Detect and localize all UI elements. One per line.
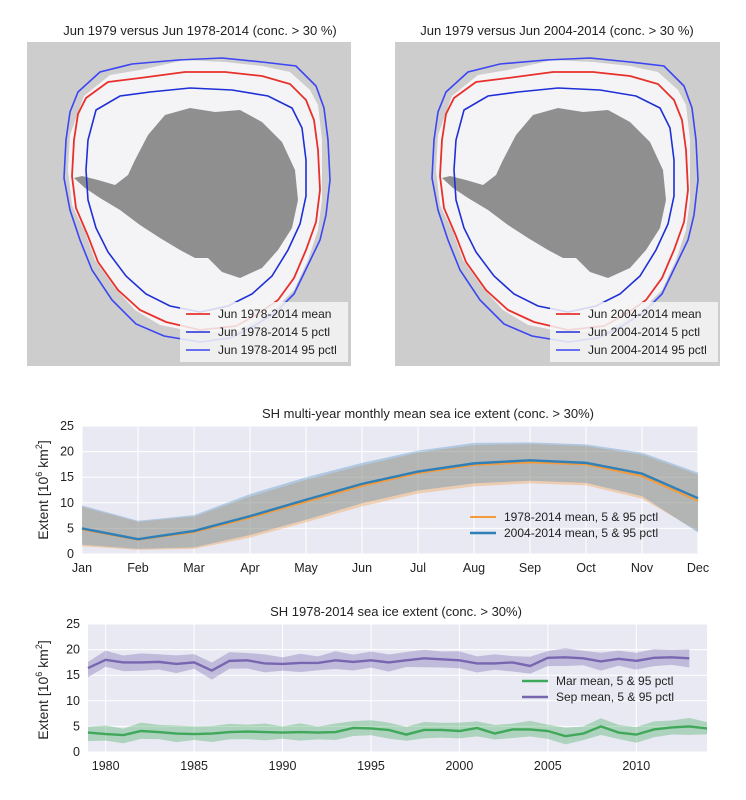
map-2-legend-label-95-pctl: Jun 2004-2014 95 pctl <box>588 343 707 357</box>
map-2-title: Jun 1979 versus Jun 2004-2014 (conc. > 3… <box>420 23 694 38</box>
chart-2-x-tick-5: 2005 <box>534 759 562 773</box>
chart-1-legend-label-1978-2014: 1978-2014 mean, 5 & 95 pctl <box>504 510 658 524</box>
map-1-legend-label-mean: Jun 1978-2014 mean <box>218 307 331 321</box>
chart-2-legend-label-sep: Sep mean, 5 & 95 pctl <box>556 690 674 704</box>
chart-1-legend-label-2004-2014: 2004-2014 mean, 5 & 95 pctl <box>504 526 658 540</box>
monthly-extent-chart: SH multi-year monthly mean sea ice exten… <box>34 406 709 575</box>
map-1-95-pctl-contour <box>63 57 331 343</box>
map-1-legend: Jun 1978-2014 mean Jun 1978-2014 5 pctl … <box>180 302 348 362</box>
map-1-5-pctl-contour <box>85 87 307 313</box>
chart-1-legend: 1978-2014 mean, 5 & 95 pctl 2004-2014 me… <box>470 510 658 540</box>
chart-2-y-tick-2: 10 <box>66 694 80 708</box>
chart-2-y-tick-5: 25 <box>66 617 80 631</box>
chart-1-y-tick-0: 0 <box>67 547 74 561</box>
chart-2-y-ticks: 0 5 10 15 20 25 <box>66 617 80 759</box>
chart-1-y-axis-label: Extent [106 km2] <box>34 440 51 540</box>
chart-2-plot-area <box>88 624 707 752</box>
map-2-legend-label-5-pctl: Jun 2004-2014 5 pctl <box>588 325 700 339</box>
map-panel-1: Jun 1979 versus Jun 1978-2014 (conc. > 3… <box>27 23 351 366</box>
chart-2-line-series-0 <box>87 725 708 738</box>
chart-1-y-tick-1: 5 <box>67 521 74 535</box>
chart-2-legend: Mar mean, 5 & 95 pctl Sep mean, 5 & 95 p… <box>522 674 674 704</box>
chart-2-title: SH 1978-2014 sea ice extent (conc. > 30%… <box>270 604 522 619</box>
chart-1-line-series-1 <box>81 459 699 541</box>
chart-1-x-ticks: Jan Feb Mar Apr May Jun Jul Aug Sep Oct Nov Dec <box>72 561 709 575</box>
chart-1-grid <box>81 425 699 555</box>
map-panel-2: Jun 1979 versus Jun 2004-2014 (conc. > 3… <box>395 23 720 366</box>
map-2-antarctica <box>442 108 666 278</box>
chart-2-x-tick-6: 2010 <box>622 759 650 773</box>
chart-1-y-tick-5: 25 <box>60 419 74 433</box>
chart-2-band-series-1 <box>88 648 690 680</box>
chart-2-lines <box>87 656 708 738</box>
chart-1-x-tick-0: Jan <box>72 561 92 575</box>
chart-2-x-tick-1: 1985 <box>180 759 208 773</box>
chart-2-x-tick-3: 1995 <box>357 759 385 773</box>
map-2-legend: Jun 2004-2014 mean Jun 2004-2014 5 pctl … <box>550 302 718 362</box>
map-2-5-pctl-contour <box>453 87 675 313</box>
chart-1-y-ticks: 0 5 10 15 20 25 <box>60 419 74 561</box>
map-1-antarctica <box>74 108 298 278</box>
map-1-title: Jun 1979 versus Jun 1978-2014 (conc. > 3… <box>63 23 337 38</box>
chart-1-title: SH multi-year monthly mean sea ice exten… <box>262 406 594 421</box>
map-1-legend-label-95-pctl: Jun 1978-2014 95 pctl <box>218 343 337 357</box>
chart-2-y-tick-0: 0 <box>73 745 80 759</box>
chart-2-x-tick-2: 1990 <box>269 759 297 773</box>
map-2-legend-label-mean: Jun 2004-2014 mean <box>588 307 701 321</box>
chart-1-x-tick-11: Dec <box>687 561 709 575</box>
chart-1-x-tick-10: Nov <box>631 561 654 575</box>
chart-1-x-tick-9: Oct <box>576 561 596 575</box>
chart-1-band-series-0 <box>82 443 698 550</box>
chart-2-y-axis-label: Extent [106 km2] <box>34 640 51 740</box>
chart-2-legend-label-mar: Mar mean, 5 & 95 pctl <box>556 674 673 688</box>
yearly-extent-chart: SH 1978-2014 sea ice extent (conc. > 30%… <box>34 604 708 773</box>
chart-1-y-tick-3: 15 <box>60 470 74 484</box>
chart-1-x-tick-1: Feb <box>127 561 149 575</box>
chart-2-y-tick-1: 5 <box>73 719 80 733</box>
map-1-legend-label-5-pctl: Jun 1978-2014 5 pctl <box>218 325 330 339</box>
chart-1-x-tick-4: May <box>294 561 318 575</box>
map-1-mean-contour <box>71 71 321 331</box>
chart-2-line-series-1 <box>87 656 690 672</box>
chart-2-y-tick-3: 15 <box>66 668 80 682</box>
chart-1-y-tick-2: 10 <box>60 496 74 510</box>
chart-1-x-tick-8: Sep <box>519 561 541 575</box>
chart-1-y-tick-4: 20 <box>60 445 74 459</box>
chart-2-x-ticks: 1980 1985 1990 1995 2000 2005 2010 <box>92 759 650 773</box>
chart-1-lines <box>81 459 699 541</box>
chart-1-x-tick-7: Aug <box>463 561 485 575</box>
chart-1-x-tick-3: Apr <box>240 561 259 575</box>
map-2-95-pctl-contour <box>431 57 699 343</box>
chart-1-x-tick-6: Jul <box>410 561 426 575</box>
chart-1-x-tick-5: Jun <box>352 561 372 575</box>
map-2-mean-contour <box>439 71 689 331</box>
chart-1-x-tick-2: Mar <box>183 561 205 575</box>
chart-2-x-tick-0: 1980 <box>92 759 120 773</box>
chart-2-x-tick-4: 2000 <box>445 759 473 773</box>
chart-2-y-tick-4: 20 <box>66 643 80 657</box>
